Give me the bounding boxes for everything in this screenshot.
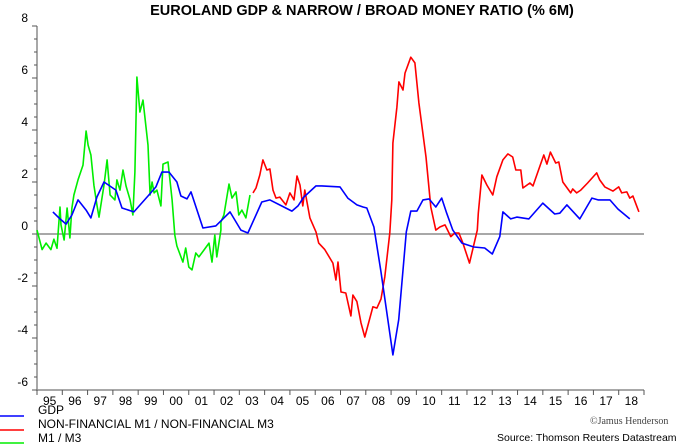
y-tick-label: -4: [17, 323, 28, 337]
x-tick-label: 09: [397, 394, 411, 408]
x-tick-label: 00: [169, 394, 183, 408]
credit-note: ©Jamus Henderson: [590, 416, 668, 427]
legend-label-gdp: GDP: [38, 403, 64, 417]
x-tick-label: 18: [625, 394, 639, 408]
x-tick-label: 99: [144, 394, 158, 408]
x-tick-label: 13: [498, 394, 512, 408]
legend-label-nonfinancial: NON-FINANCIAL M1 / NON-FINANCIAL M3: [38, 417, 274, 431]
source-note: Source: Thomson Reuters Datastream: [497, 432, 677, 444]
series-line-non-financial-m1-non-financial-m3: [252, 56, 640, 338]
y-tick-label: 2: [21, 167, 28, 181]
series-line-m1-m3: [36, 76, 251, 271]
x-tick-label: 10: [422, 394, 436, 408]
series-lines: [36, 56, 640, 356]
x-tick-label: 16: [574, 394, 588, 408]
x-axis: 95 96 97 98 99 00 01 02 03 04 05 06 07 08 09 10 11 12 13 14…: [36, 389, 645, 408]
y-tick-label: 4: [21, 115, 28, 129]
chart-title: EUROLAND GDP & NARROW / BROAD MONEY RATI…: [150, 3, 574, 19]
x-tick-label: 17: [599, 394, 613, 408]
x-tick-label: 11: [448, 394, 461, 408]
legend: GDP NON-FINANCIAL M1 / NON-FINANCIAL M3 …: [0, 403, 274, 444]
y-tick-label: 8: [21, 11, 28, 25]
x-tick-label: 07: [346, 394, 360, 408]
x-tick-label: 08: [372, 394, 386, 408]
x-tick-label: 01: [195, 394, 209, 408]
y-tick-label: 6: [21, 63, 28, 77]
x-tick-label: 96: [68, 394, 82, 408]
legend-label-m1m3: M1 / M3: [38, 431, 82, 444]
x-tick-label: 05: [296, 394, 310, 408]
x-tick-label: 04: [271, 394, 285, 408]
y-tick-label: 0: [21, 219, 28, 233]
x-tick-label: 03: [245, 394, 259, 408]
y-axis: 8 6 4 2 0 -2 -4 -6: [17, 11, 38, 391]
series-line-gdp: [52, 171, 631, 356]
x-tick-label: 12: [473, 394, 487, 408]
x-tick-label: 15: [549, 394, 563, 408]
x-tick-label: 95: [43, 394, 57, 408]
x-tick-label: 06: [321, 394, 335, 408]
y-tick-label: -6: [17, 375, 28, 389]
x-tick-label: 97: [94, 394, 108, 408]
x-tick-label: 14: [524, 394, 538, 408]
x-tick-label: 98: [119, 394, 133, 408]
x-tick-label: 02: [220, 394, 234, 408]
y-tick-label: -2: [17, 271, 28, 285]
